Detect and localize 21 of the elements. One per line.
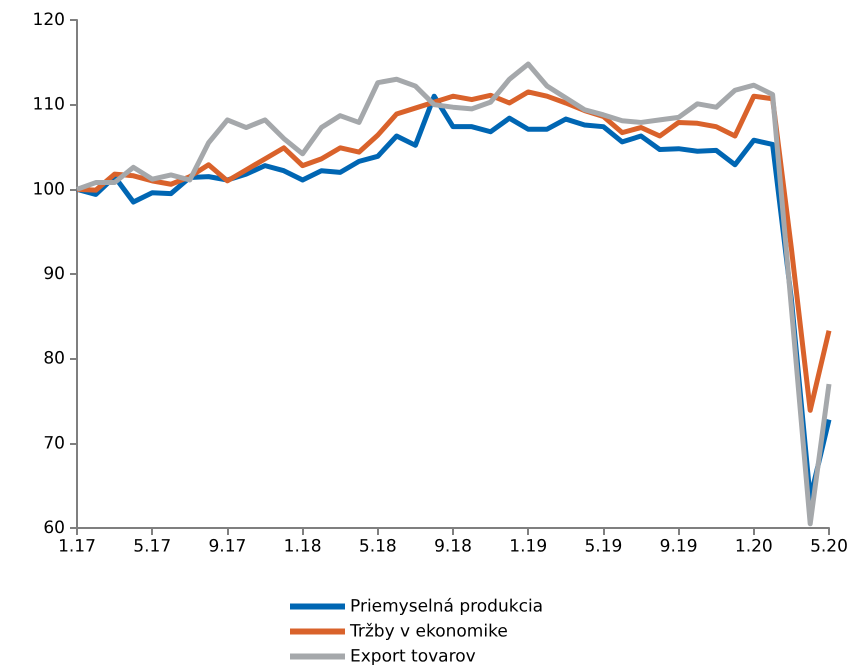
- legend-label: Export tovarov: [350, 646, 476, 666]
- y-tick-label: 80: [43, 348, 65, 369]
- y-tick-label: 100: [32, 179, 65, 200]
- x-tick-label: 5.19: [584, 536, 622, 556]
- legend-label: Tržby v ekonomike: [349, 622, 508, 642]
- x-tick-label: 9.18: [434, 536, 472, 556]
- x-tick-label: 1.19: [509, 536, 548, 556]
- y-tick-label: 60: [43, 518, 65, 538]
- x-tick-label: 5.20: [810, 536, 848, 556]
- x-tick-label: 1.17: [58, 536, 96, 556]
- x-tick-label: 1.18: [284, 536, 322, 556]
- x-tick-label: 9.17: [208, 536, 246, 556]
- x-tick-label: 5.17: [133, 536, 172, 556]
- x-tick-label: 5.18: [358, 536, 397, 556]
- legend-label: Priemyselná produkcia: [350, 596, 544, 616]
- y-tick-label: 120: [32, 10, 65, 30]
- y-tick-label: 90: [43, 264, 65, 284]
- y-tick-label: 110: [32, 94, 65, 115]
- x-tick-label: 9.19: [660, 536, 698, 556]
- y-tick-label: 70: [43, 433, 65, 454]
- x-tick-label: 1.20: [734, 536, 773, 556]
